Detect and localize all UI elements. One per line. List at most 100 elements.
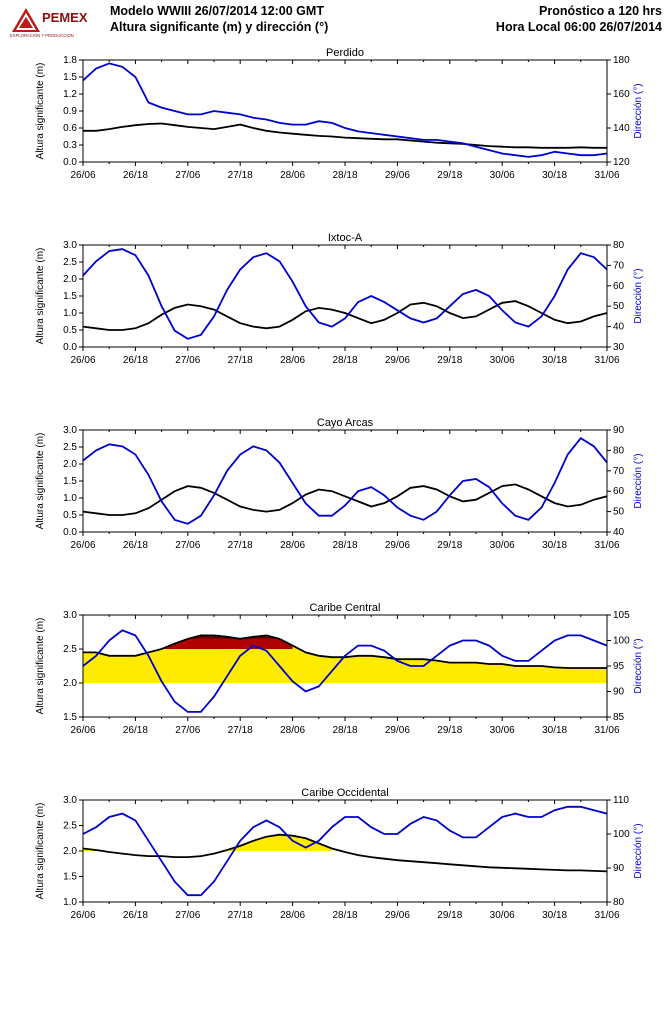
xtick-label: 27/18 (228, 910, 253, 921)
ytick-right-label: 70 (613, 260, 625, 271)
ytick-right-label: 105 (613, 610, 630, 621)
xtick-label: 29/18 (437, 910, 462, 921)
ytick-left-label: 3.0 (63, 795, 77, 806)
ytick-left-label: 1.0 (63, 308, 77, 319)
xtick-label: 31/06 (594, 540, 619, 551)
forecast-line: Pronóstico a 120 hrs (539, 4, 662, 18)
xtick-label: 31/06 (594, 910, 619, 921)
xtick-label: 28/18 (332, 355, 357, 366)
xtick-label: 27/06 (175, 910, 200, 921)
xtick-label: 30/18 (542, 725, 567, 736)
xtick-label: 28/18 (332, 910, 357, 921)
ytick-right-label: 60 (613, 281, 625, 292)
ytick-left-label: 1.5 (63, 476, 77, 487)
ytick-left-label: 1.0 (63, 897, 77, 908)
ytick-right-label: 85 (613, 712, 625, 723)
dir-line (83, 63, 607, 156)
fill-region (83, 635, 607, 683)
xtick-label: 26/06 (70, 725, 95, 736)
xtick-label: 26/06 (70, 355, 95, 366)
plot-border (83, 430, 607, 532)
ytick-right-label: 180 (613, 55, 630, 66)
chart-3: Caribe Central1.52.02.53.085909510010526… (25, 597, 645, 742)
xtick-label: 29/06 (385, 725, 410, 736)
xtick-label: 30/06 (490, 540, 515, 551)
xtick-label: 30/06 (490, 910, 515, 921)
dir-line (83, 249, 607, 339)
plot-border (83, 245, 607, 347)
logo-brand-text: PEMEX (42, 10, 88, 25)
y-label-right: Dirección (°) (633, 268, 644, 323)
chart-title: Caribe Occidental (301, 787, 388, 799)
y-label-left: Altura significante (m) (35, 618, 46, 715)
ytick-left-label: 0.0 (63, 157, 77, 168)
xtick-label: 31/06 (594, 355, 619, 366)
ytick-left-label: 0.3 (63, 140, 77, 151)
ytick-left-label: 1.5 (63, 72, 77, 83)
ytick-right-label: 60 (613, 486, 625, 497)
ytick-left-label: 0.9 (63, 106, 77, 117)
xtick-label: 26/18 (123, 540, 148, 551)
xtick-label: 27/06 (175, 170, 200, 181)
xtick-label: 26/18 (123, 725, 148, 736)
xtick-label: 26/18 (123, 355, 148, 366)
ytick-left-label: 2.0 (63, 274, 77, 285)
ytick-right-label: 90 (613, 425, 625, 436)
ytick-right-label: 110 (613, 795, 629, 806)
header-text-block: Modelo WWIII 26/07/2014 12:00 GMT Pronós… (110, 4, 662, 36)
localtime-line: Hora Local 06:00 26/07/2014 (496, 20, 662, 34)
xtick-label: 29/06 (385, 355, 410, 366)
ytick-left-label: 3.0 (63, 610, 77, 621)
ytick-right-label: 95 (613, 661, 625, 672)
ytick-right-label: 40 (613, 322, 625, 333)
ytick-right-label: 140 (613, 123, 630, 134)
xtick-label: 27/18 (228, 725, 253, 736)
ytick-left-label: 0.5 (63, 510, 77, 521)
y-label-right: Dirección (°) (633, 823, 644, 878)
ytick-left-label: 0.0 (63, 342, 77, 353)
ytick-left-label: 2.0 (63, 846, 77, 857)
ytick-left-label: 0.0 (63, 527, 77, 538)
xtick-label: 27/06 (175, 725, 200, 736)
xtick-label: 28/18 (332, 540, 357, 551)
ytick-right-label: 90 (613, 863, 625, 874)
ytick-right-label: 100 (613, 636, 630, 647)
logo-sub-text: EXPLORACION Y PRODUCCION (10, 33, 74, 38)
xtick-label: 29/18 (437, 355, 462, 366)
xtick-label: 27/18 (228, 170, 253, 181)
chart-4: Caribe Occidental1.01.52.02.53.080901001… (25, 782, 645, 927)
dir-line (83, 807, 607, 895)
y-label-left: Altura significante (m) (35, 433, 46, 530)
ytick-right-label: 80 (613, 240, 625, 251)
ytick-left-label: 1.5 (63, 712, 77, 723)
y-label-right: Dirección (°) (633, 453, 644, 508)
xtick-label: 30/18 (542, 910, 567, 921)
xtick-label: 27/06 (175, 540, 200, 551)
xtick-label: 29/06 (385, 540, 410, 551)
y-label-right: Dirección (°) (633, 83, 644, 138)
xtick-label: 29/18 (437, 725, 462, 736)
chart-svg: Caribe Central1.52.02.53.085909510010526… (25, 597, 645, 742)
y-label-right: Dirección (°) (633, 638, 644, 693)
xtick-label: 29/18 (437, 540, 462, 551)
xtick-label: 29/06 (385, 910, 410, 921)
ytick-left-label: 1.5 (63, 291, 77, 302)
chart-svg: Caribe Occidental1.01.52.02.53.080901001… (25, 782, 645, 927)
xtick-label: 30/06 (490, 170, 515, 181)
ytick-right-label: 30 (613, 342, 625, 353)
ytick-right-label: 80 (613, 445, 625, 456)
plot-border (83, 800, 607, 902)
ytick-left-label: 1.8 (63, 55, 77, 66)
xtick-label: 28/18 (332, 725, 357, 736)
xtick-label: 28/06 (280, 540, 305, 551)
ytick-left-label: 2.5 (63, 821, 77, 832)
ytick-left-label: 2.5 (63, 442, 77, 453)
ytick-left-label: 1.0 (63, 493, 77, 504)
subtitle-line: Altura significante (m) y dirección (°) (110, 20, 328, 34)
chart-title: Ixtoc-A (328, 232, 363, 244)
chart-1: Ixtoc-A0.00.51.01.52.02.53.0304050607080… (25, 227, 645, 372)
dir-line (83, 438, 607, 524)
ytick-left-label: 1.2 (63, 89, 77, 100)
chart-title: Caribe Central (310, 602, 381, 614)
xtick-label: 30/18 (542, 540, 567, 551)
